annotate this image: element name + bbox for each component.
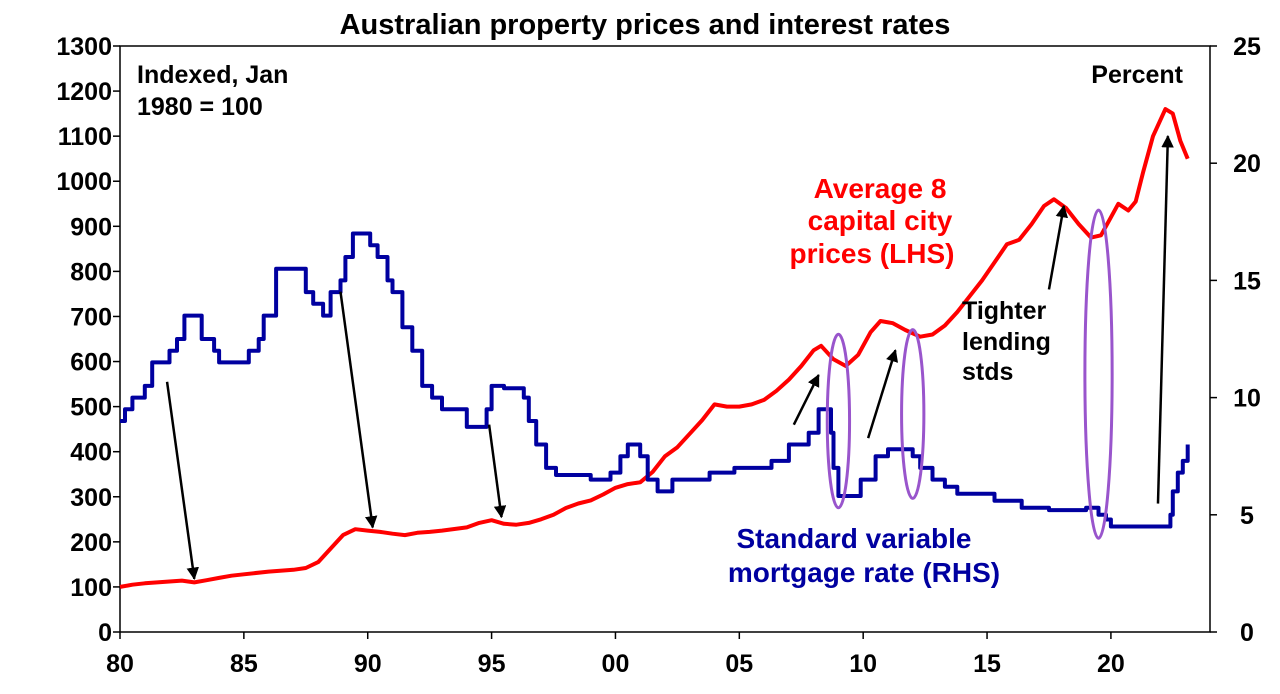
price-series-label-line-1: Average 8 — [814, 173, 947, 204]
right-tick-label-5: 25 — [1233, 33, 1261, 61]
plot-marks: 0100200300400500600700800900100011001200… — [56, 33, 1261, 678]
tighter-lending-annotation: Tighter lending stds — [962, 297, 1051, 386]
rate-series-label-line-2: mortgage rate (RHS) — [728, 557, 1000, 588]
left-tick-label-8: 800 — [70, 258, 112, 286]
right-tick-label-2: 10 — [1233, 385, 1261, 413]
price-series-label-line-2: capital city — [808, 205, 953, 236]
x-tick-label-7: 15 — [973, 650, 1001, 678]
rate-series-label: Standard variable mortgage rate (RHS) — [728, 523, 1000, 588]
left-tick-label-10: 1000 — [56, 168, 112, 196]
tighter-lending-line-1: Tighter — [962, 297, 1047, 325]
arrow-0 — [165, 381, 199, 581]
left-tick-label-9: 900 — [70, 213, 112, 241]
price-series-label: Average 8 capital city prices (LHS) — [790, 173, 955, 269]
left-tick-label-6: 600 — [70, 349, 112, 377]
mortgage-rate-line — [120, 231, 1190, 529]
left-tick-label-1: 100 — [70, 574, 112, 602]
right-tick-label-1: 5 — [1240, 502, 1254, 530]
left-tick-label-4: 400 — [70, 439, 112, 467]
highlight-ellipse-1 — [900, 328, 926, 500]
left-axis-label-line-2: 1980 = 100 — [137, 93, 263, 121]
tighter-lending-line-2: lending — [962, 328, 1051, 356]
right-tick-label-0: 0 — [1240, 619, 1254, 647]
left-tick-label-7: 700 — [70, 303, 112, 331]
x-tick-label-8: 20 — [1097, 650, 1125, 678]
left-axis-label-line-1: Indexed, Jan — [137, 61, 288, 89]
left-tick-label-2: 200 — [70, 529, 112, 557]
arrow-6 — [1156, 134, 1174, 504]
x-tick-label-6: 10 — [849, 650, 877, 678]
x-tick-label-1: 85 — [230, 650, 258, 678]
right-axis-label: Percent — [1091, 61, 1183, 89]
right-tick-label-3: 15 — [1233, 267, 1261, 295]
x-tick-label-5: 05 — [725, 650, 753, 678]
tighter-lending-line-3: stds — [962, 358, 1013, 386]
highlight-ellipse-2 — [1083, 208, 1114, 540]
arrow-5 — [1047, 204, 1069, 290]
left-tick-label-13: 1300 — [56, 33, 112, 61]
price-series-label-line-3: prices (LHS) — [790, 238, 955, 269]
arrow-1 — [339, 291, 378, 529]
x-tick-label-2: 90 — [354, 650, 382, 678]
plot-frame — [119, 45, 1211, 633]
arrow-2 — [487, 424, 507, 519]
right-tick-label-4: 20 — [1233, 150, 1261, 178]
left-tick-label-0: 0 — [98, 619, 112, 647]
x-tick-label-3: 95 — [478, 650, 506, 678]
left-tick-label-11: 1100 — [58, 123, 112, 151]
arrow-3 — [792, 373, 820, 426]
highlight-ellipse-0 — [825, 332, 852, 510]
price-line — [119, 107, 1190, 589]
chart-title: Australian property prices and interest … — [340, 9, 951, 41]
left-tick-label-5: 500 — [70, 394, 112, 422]
x-tick-label-4: 00 — [602, 650, 630, 678]
left-axis-label: Indexed, Jan 1980 = 100 — [137, 61, 288, 121]
left-tick-label-3: 300 — [70, 484, 112, 512]
arrow-4 — [866, 349, 899, 439]
left-tick-label-12: 1200 — [56, 78, 112, 106]
rate-series-label-line-1: Standard variable — [737, 523, 972, 554]
x-tick-label-0: 80 — [106, 650, 134, 678]
